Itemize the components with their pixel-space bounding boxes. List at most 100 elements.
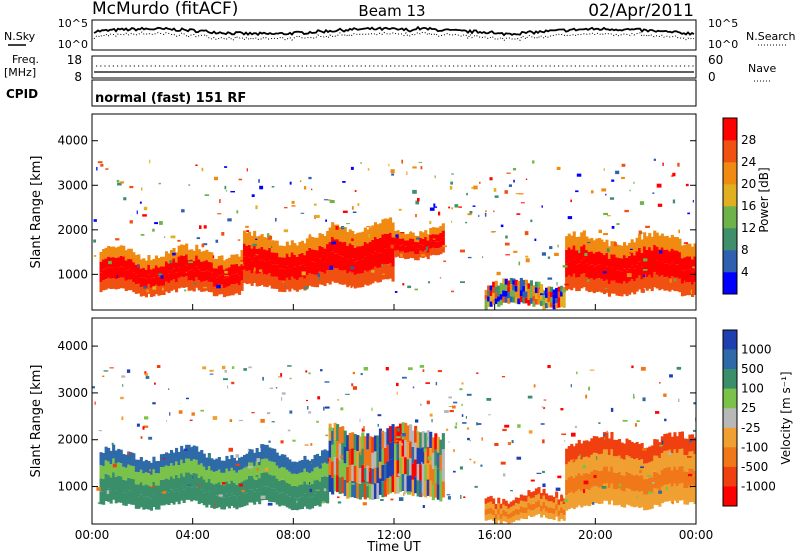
data-cell xyxy=(645,225,650,228)
data-cell xyxy=(672,199,676,204)
data-cell xyxy=(371,268,375,284)
data-cell xyxy=(590,438,594,455)
data-cell xyxy=(434,175,436,179)
data-cell xyxy=(205,470,209,483)
data-cell xyxy=(612,267,616,281)
data-cell xyxy=(502,428,507,432)
data-cell xyxy=(356,246,360,261)
data-cell xyxy=(684,467,686,469)
data-cell xyxy=(303,481,307,494)
data-cell xyxy=(693,282,696,295)
data-cell xyxy=(132,479,136,492)
data-cell xyxy=(655,274,659,289)
data-cell xyxy=(154,265,158,275)
data-cell xyxy=(119,277,123,289)
data-cell xyxy=(469,439,471,442)
data-cell xyxy=(635,278,639,292)
data-cell xyxy=(114,278,118,290)
time-axis-label: Time UT xyxy=(366,540,420,554)
data-cell xyxy=(222,278,226,288)
data-cell xyxy=(122,277,126,289)
data-cell xyxy=(507,286,511,293)
data-cell xyxy=(192,281,196,292)
data-cell xyxy=(116,179,120,183)
data-cell xyxy=(479,181,481,184)
data-cell xyxy=(376,224,380,239)
data-cell xyxy=(368,452,372,468)
data-cell xyxy=(476,372,479,374)
data-cell xyxy=(418,161,423,163)
data-cell xyxy=(129,452,133,466)
data-cell xyxy=(640,475,644,492)
data-cell xyxy=(409,232,413,239)
data-cell xyxy=(653,158,656,161)
data-cell xyxy=(623,475,627,492)
data-cell xyxy=(421,431,425,448)
data-cell xyxy=(395,440,399,442)
data-cell xyxy=(487,514,491,520)
data-cell xyxy=(215,458,219,471)
data-cell xyxy=(278,245,282,258)
data-cell xyxy=(645,277,649,291)
data-cell xyxy=(352,386,357,390)
data-cell xyxy=(416,480,420,497)
data-cell xyxy=(602,242,606,255)
data-cell xyxy=(124,260,128,271)
data-cell xyxy=(265,262,269,275)
data-cell xyxy=(600,470,604,488)
data-cell xyxy=(626,273,632,278)
data-cell xyxy=(321,234,325,247)
data-cell xyxy=(284,286,287,288)
data-cell xyxy=(222,497,226,510)
data-cell xyxy=(346,232,350,246)
data-cell xyxy=(132,262,136,273)
data-cell xyxy=(416,254,420,261)
data-cell xyxy=(195,244,199,256)
data-cell xyxy=(212,416,218,420)
data-cell xyxy=(452,405,456,409)
data-cell xyxy=(389,476,393,494)
freq-panel xyxy=(91,55,697,79)
data-cell xyxy=(401,159,403,164)
data-cell xyxy=(352,211,357,213)
data-cell xyxy=(165,261,169,272)
data-cell xyxy=(303,468,307,482)
data-cell xyxy=(434,241,438,249)
data-cell xyxy=(341,256,345,271)
data-cell xyxy=(472,205,476,207)
data-cell xyxy=(165,281,169,292)
data-cell xyxy=(527,509,531,516)
data-cell xyxy=(625,438,629,456)
data-cell xyxy=(331,266,335,282)
data-cell xyxy=(328,440,332,458)
data-cell xyxy=(104,268,108,280)
data-cell xyxy=(567,247,571,262)
data-cell xyxy=(597,487,601,504)
data-cell xyxy=(285,469,289,483)
data-cell xyxy=(378,461,382,479)
data-cell xyxy=(328,474,332,492)
data-cell xyxy=(595,265,599,279)
data-cell xyxy=(197,464,201,478)
data-cell xyxy=(274,485,278,488)
data-cell xyxy=(311,483,315,497)
data-cell xyxy=(512,516,516,522)
data-cell xyxy=(255,254,259,256)
data-cell xyxy=(162,458,166,460)
data-cell xyxy=(414,476,418,494)
data-cell xyxy=(488,414,491,416)
data-cell xyxy=(263,444,267,459)
data-cell xyxy=(565,448,569,465)
data-cell xyxy=(638,460,642,476)
data-cell xyxy=(540,493,544,500)
data-cell xyxy=(628,255,632,269)
data-cell xyxy=(675,237,679,251)
data-cell xyxy=(235,454,240,458)
data-cell xyxy=(361,432,365,449)
data-cell xyxy=(172,268,176,280)
data-cell xyxy=(240,494,244,508)
data-cell xyxy=(618,439,622,456)
data-cell xyxy=(298,253,302,266)
data-cell xyxy=(230,284,234,294)
